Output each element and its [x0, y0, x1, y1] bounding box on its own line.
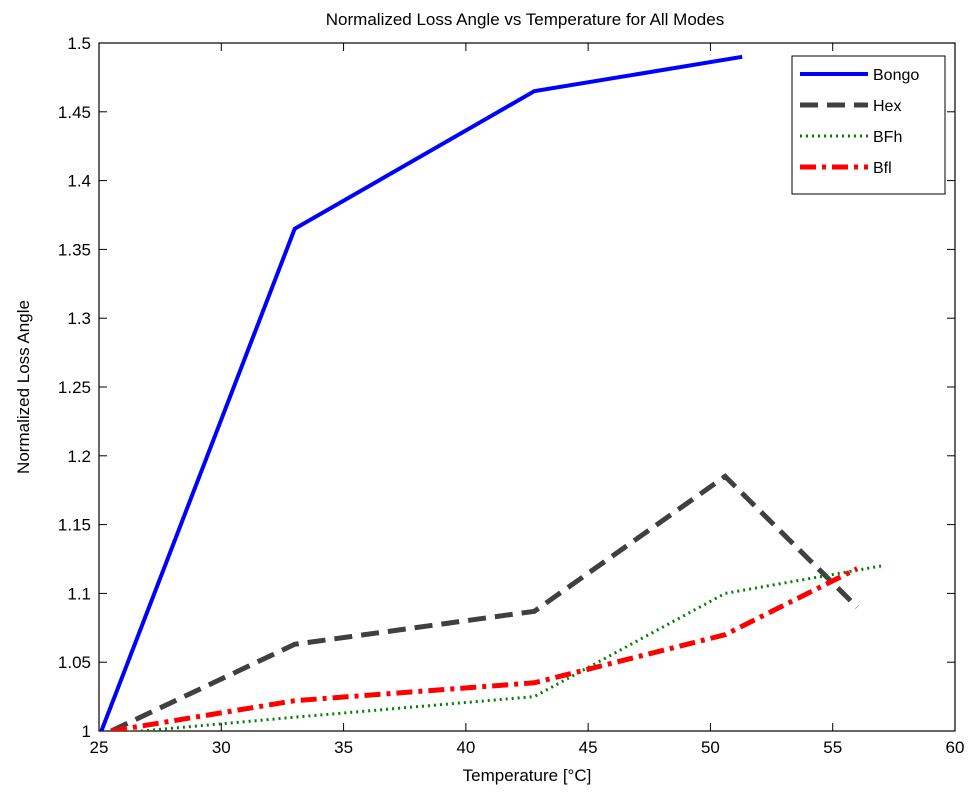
y-tick-label: 1.4	[67, 172, 91, 191]
y-tick-label: 1.05	[58, 653, 91, 672]
y-tick-label: 1.35	[58, 240, 91, 259]
series-line-bongo	[99, 54, 743, 731]
x-axis-title: Temperature [°C]	[463, 766, 592, 785]
legend-box	[791, 55, 946, 195]
y-tick-label: 1.1	[67, 584, 91, 603]
x-tick-label: 45	[579, 738, 598, 757]
y-tick-label: 1.2	[67, 447, 91, 466]
y-tick-label: 1.25	[58, 378, 91, 397]
chart-title: Normalized Loss Angle vs Temperature for…	[326, 10, 724, 29]
axis-ticks: 25 30 35 40 45 50 55 60 1 1.05 1.1 1.15 1.2 1.25 1.3 1.…	[58, 34, 965, 757]
legend-label-bongo: Bongo	[873, 67, 919, 84]
x-tick-label: 60	[946, 738, 965, 757]
y-tick-label: 1	[82, 722, 91, 741]
y-tick-label: 1.5	[67, 34, 91, 53]
legend-label-bfl: Bfl	[873, 160, 892, 177]
legend-label-bfh: BFh	[873, 129, 902, 146]
x-tick-label: 25	[90, 738, 109, 757]
y-tick-label: 1.3	[67, 309, 91, 328]
x-tick-label: 55	[823, 738, 842, 757]
y-axis-title: Normalized Loss Angle	[14, 300, 33, 474]
legend-label-hex: Hex	[873, 98, 901, 115]
y-tick-label: 1.45	[58, 103, 91, 122]
series-line-hex	[110, 473, 859, 731]
y-tick-label: 1.15	[58, 516, 91, 535]
x-tick-label: 30	[212, 738, 231, 757]
series-line-bfl	[110, 566, 859, 731]
legend: Bongo Hex BFh Bfl	[791, 55, 946, 195]
x-tick-label: 40	[456, 738, 475, 757]
series-lines	[99, 54, 882, 731]
x-tick-label: 35	[334, 738, 353, 757]
x-tick-label: 50	[701, 738, 720, 757]
